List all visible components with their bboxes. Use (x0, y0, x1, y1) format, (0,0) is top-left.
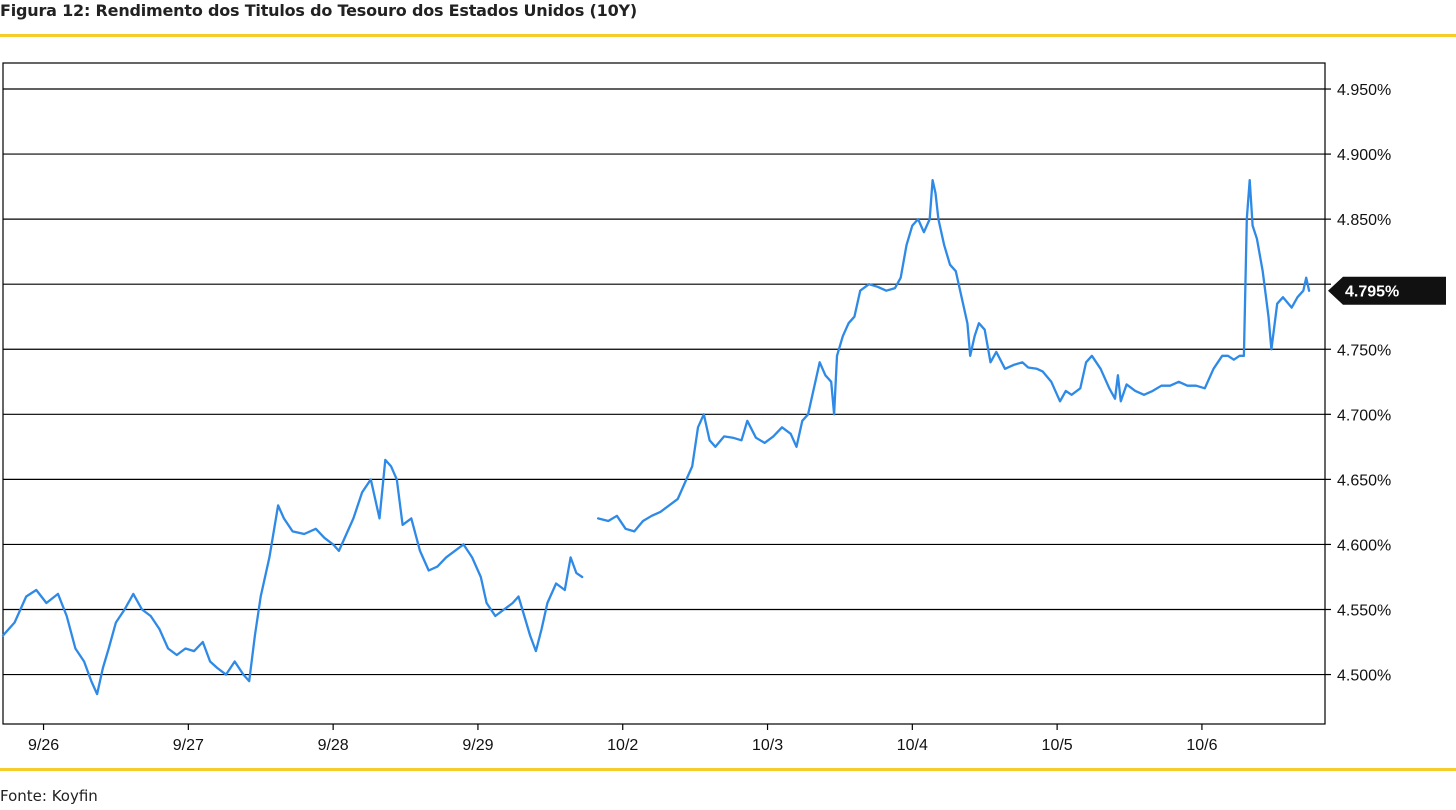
y-tick-label: 4.600% (1337, 537, 1391, 554)
series-line-segment (596, 178, 1311, 533)
plot-frame (2, 62, 1326, 725)
figure-title: Figura 12: Rendimento dos Titulos do Tes… (0, 1, 637, 20)
x-tick-label: 9/28 (318, 737, 349, 754)
x-tick-label: 10/3 (752, 737, 783, 754)
x-tick-label: 10/6 (1186, 737, 1217, 754)
x-tick-label: 9/26 (28, 737, 59, 754)
last-value-badge (1328, 276, 1446, 305)
x-tick-label: 10/5 (1042, 737, 1073, 754)
x-tick-label: 10/4 (897, 737, 928, 754)
series-line-segment (1, 458, 584, 696)
y-tick-label: 4.550% (1337, 602, 1391, 619)
y-tick-label: 4.500% (1337, 668, 1391, 685)
y-tick-label: 4.650% (1337, 472, 1391, 489)
x-tick-label: 10/2 (607, 737, 638, 754)
source-note: Fonte: Koyfin (0, 787, 98, 805)
y-tick-label: 4.950% (1337, 82, 1391, 99)
last-value-label: 4.795% (1345, 284, 1399, 301)
x-tick-label: 9/27 (173, 737, 204, 754)
y-tick-label: 4.850% (1337, 212, 1391, 229)
y-tick-label: 4.700% (1337, 407, 1391, 424)
x-tick-label: 9/29 (462, 737, 493, 754)
y-tick-label: 4.900% (1337, 147, 1391, 164)
footer-divider (0, 768, 1456, 771)
title-divider (0, 34, 1456, 37)
y-tick-label: 4.750% (1337, 342, 1391, 359)
